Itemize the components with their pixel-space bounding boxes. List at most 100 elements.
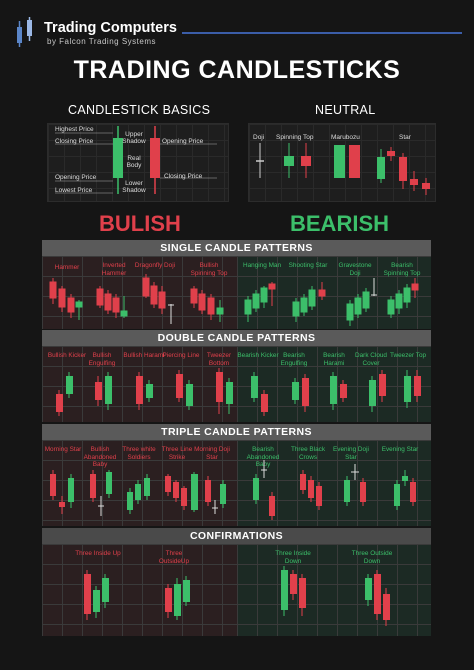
three-white-soldiers-candles	[127, 474, 150, 514]
pattern-dragonfly-doji: Dragonfly Doji	[134, 262, 176, 269]
neutral-title: NEUTRAL	[315, 103, 376, 117]
pattern-bullish-engulfing: Bullish Engulfing	[88, 352, 116, 367]
marubozu-red	[349, 145, 360, 178]
pattern-three-line-strike: Three Line Strike	[161, 446, 193, 461]
label-opening-price-right: Opening Price	[162, 138, 204, 145]
doji-candle	[256, 143, 264, 178]
pattern-evening-doji-star: Evening Doji Star	[333, 446, 369, 461]
three-inside-down-candles	[281, 566, 306, 616]
pattern-tweezer-top: Tweezer Top	[389, 352, 427, 359]
bearish-abandoned-baby-candles	[253, 460, 275, 520]
dragonfly-doji-candles	[142, 274, 174, 324]
three-outside-up-candles	[165, 576, 190, 620]
spinning-top-red	[301, 143, 311, 178]
pattern-three-outside-down: Three Outside Down	[351, 550, 393, 565]
pattern-bearish-kicker: Bearish Kicker	[237, 352, 279, 359]
gravestone-doji-candles	[346, 278, 377, 326]
bearish-spinning-top-candles	[387, 278, 419, 318]
tweezer-top-candles	[404, 370, 421, 408]
label-lower-shadow: Lower Shadow	[122, 180, 146, 194]
page-title: TRADING CANDLESTICKS	[73, 56, 401, 84]
pattern-gravestone-doji: Gravestone Doji	[338, 262, 372, 277]
evening-doji-star-candles	[344, 464, 366, 506]
neutral-label-star: Star	[399, 134, 411, 141]
three-outside-down-candles	[365, 570, 390, 626]
morning-star-candles	[50, 470, 74, 514]
pattern-evening-star: Evening Star	[381, 446, 419, 453]
label-highest-price: Highest Price	[55, 126, 94, 133]
pattern-inverted-hammer: Inverted Hammer	[101, 262, 127, 277]
bullish-kicker-candles	[56, 372, 73, 416]
basics-diagram	[55, 126, 217, 194]
label-lowest-price: Lowest Price	[55, 187, 93, 194]
bullish-harami-candles	[136, 372, 153, 410]
bullish-heading: BULISH	[99, 211, 181, 236]
morning-doji-star-candles	[205, 476, 226, 514]
single-band: SINGLE CANDLE PATTERNS	[42, 240, 431, 256]
single-bull-panel	[42, 256, 237, 329]
pattern-hammer: Hammer	[54, 264, 80, 271]
label-closing-price: Closing Price	[55, 138, 94, 145]
triple-band: TRIPLE CANDLE PATTERNS	[42, 424, 431, 440]
confirm-bull-panel	[42, 544, 237, 636]
three-inside-up-candles	[84, 570, 109, 620]
tweezer-bottom-candles	[216, 368, 233, 414]
pattern-tweezer-bottom: Tweezer Bottom	[206, 352, 232, 367]
double-bear-panel	[237, 346, 431, 422]
confirm-candles	[84, 566, 390, 626]
basics-panel	[47, 123, 229, 202]
label-closing-price-right: Closing Price	[164, 173, 203, 180]
hanging-man-candles	[244, 282, 276, 322]
label-real-body: Real Body	[126, 155, 142, 169]
label-upper-shadow: Upper Shadow	[122, 131, 146, 145]
bearish-heading: BEARISH	[290, 211, 390, 236]
pattern-morning-doji-star: Morning Doji Star	[194, 446, 230, 461]
triple-bear-panel	[237, 440, 431, 526]
bearish-engulfing-candles	[292, 374, 309, 412]
neutral-label-spinning-top: Spinning Top	[276, 134, 314, 141]
pattern-three-outside-up: Three OutsideUp	[158, 550, 190, 565]
pattern-bearish-spinning-top: Bearish Spinning Top	[383, 262, 421, 277]
pattern-three-inside-down: Three Inside Down	[275, 550, 311, 565]
inverted-hammer-candles	[96, 286, 128, 318]
bullish-engulfing-candles	[95, 372, 112, 410]
basics-red-body	[150, 138, 160, 178]
double-band: DOUBLE CANDLE PATTERNS	[42, 330, 431, 346]
double-candles	[56, 368, 421, 416]
bearish-kicker-candles	[251, 372, 268, 416]
pattern-shooting-star: Shooting Star	[288, 262, 328, 269]
pattern-bearish-abandoned-baby: Bearish Abandoned Baby	[246, 446, 280, 468]
star-candles	[377, 147, 430, 195]
hammer-candles	[49, 278, 83, 320]
piercing-line-candles	[176, 370, 193, 410]
pattern-bullish-kicker: Bullish Kicker	[47, 352, 87, 359]
pattern-bearish-engulfing: Bearish Engulfing	[280, 352, 308, 367]
spinning-top-green	[284, 143, 294, 178]
single-candles	[49, 274, 419, 326]
header-divider	[182, 32, 462, 34]
pattern-bearish-harami: Bearish Harami	[323, 352, 345, 367]
bearish-harami-candles	[330, 372, 347, 410]
pattern-bullish-harami: Bullish Harami	[123, 352, 165, 359]
pattern-dark-cloud-cover: Dark Cloud Cover	[355, 352, 387, 367]
marubozu-green	[334, 145, 345, 178]
dark-cloud-cover-candles	[369, 370, 386, 412]
pattern-morning-star: Morning Star	[44, 446, 82, 453]
label-opening-price: Opening Price	[55, 174, 97, 181]
pattern-hanging-man: Hanging Man	[242, 262, 281, 269]
neutral-label-marubozu: Marubozu	[331, 134, 360, 141]
neutral-label-doji: Doji	[253, 134, 265, 141]
triple-candles	[50, 460, 416, 520]
basics-green-body	[113, 138, 123, 178]
confirm-bear-panel	[237, 544, 431, 636]
triple-bull-panel	[42, 440, 237, 526]
bullish-abandoned-baby-candles	[90, 470, 112, 516]
neutral-diagram	[256, 143, 430, 195]
pattern-three-black-crows: Three Black Crows	[290, 446, 326, 461]
pattern-three-white-soldiers: Three white Soldiers	[122, 446, 156, 461]
evening-star-candles	[394, 470, 416, 510]
confirm-band: CONFIRMATIONS	[42, 528, 431, 544]
three-line-strike-candles	[165, 472, 198, 512]
pattern-three-inside-up: Three Inside Up	[75, 550, 121, 557]
pattern-piercing-line: Piercing Line	[162, 352, 200, 359]
